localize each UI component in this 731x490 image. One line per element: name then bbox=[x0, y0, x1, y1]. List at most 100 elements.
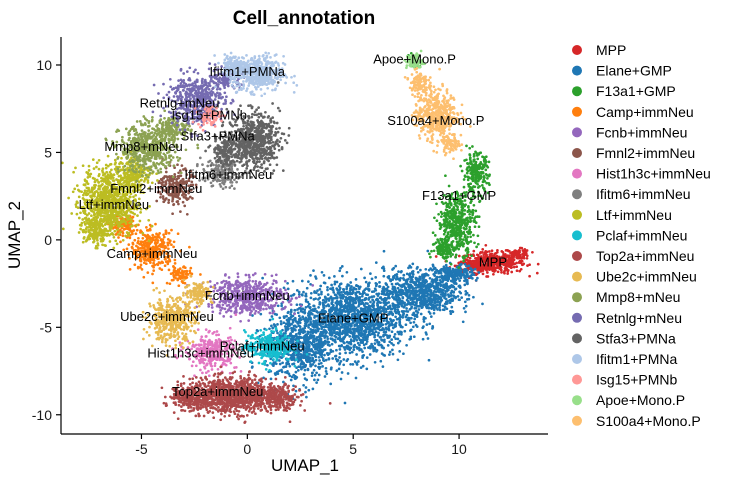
data-point bbox=[363, 297, 367, 301]
data-point bbox=[473, 267, 477, 271]
data-point bbox=[521, 252, 525, 256]
data-point bbox=[430, 249, 433, 253]
data-point bbox=[485, 253, 488, 257]
data-point bbox=[349, 338, 353, 341]
data-point bbox=[399, 293, 403, 297]
data-point bbox=[332, 328, 336, 332]
data-point bbox=[390, 282, 394, 286]
data-point bbox=[418, 275, 422, 279]
data-point bbox=[510, 270, 514, 274]
data-point bbox=[399, 270, 403, 274]
data-point bbox=[454, 253, 458, 257]
data-point bbox=[413, 317, 417, 321]
data-point bbox=[313, 290, 316, 293]
data-point bbox=[181, 274, 185, 278]
data-point bbox=[167, 268, 171, 272]
data-point bbox=[312, 326, 316, 329]
data-point bbox=[366, 302, 369, 305]
data-point bbox=[362, 353, 366, 357]
data-point bbox=[317, 373, 321, 377]
data-point bbox=[451, 222, 454, 225]
data-point bbox=[382, 249, 386, 253]
data-point bbox=[146, 271, 150, 274]
data-point bbox=[477, 255, 480, 259]
data-point bbox=[156, 239, 160, 242]
data-point bbox=[433, 266, 437, 270]
data-point bbox=[394, 315, 397, 319]
data-point bbox=[484, 168, 488, 172]
data-point bbox=[438, 223, 442, 227]
data-point bbox=[484, 155, 488, 159]
data-point bbox=[473, 217, 476, 220]
data-point bbox=[274, 362, 278, 366]
data-point bbox=[259, 312, 263, 316]
data-point bbox=[480, 184, 484, 187]
data-point bbox=[448, 286, 452, 289]
data-point bbox=[514, 250, 518, 254]
data-point bbox=[294, 370, 298, 374]
data-point bbox=[436, 308, 439, 311]
data-point bbox=[338, 352, 342, 355]
data-point bbox=[385, 289, 389, 293]
data-point bbox=[444, 252, 448, 256]
data-point bbox=[524, 251, 528, 255]
data-point bbox=[429, 255, 432, 259]
data-point bbox=[453, 274, 456, 278]
data-point bbox=[458, 279, 462, 282]
data-point bbox=[317, 344, 321, 347]
data-point bbox=[323, 281, 327, 285]
data-point bbox=[432, 291, 435, 295]
data-point bbox=[425, 333, 428, 336]
data-point bbox=[431, 231, 435, 235]
data-point bbox=[298, 357, 301, 361]
data-point bbox=[461, 238, 465, 241]
data-point bbox=[279, 320, 283, 323]
data-point bbox=[298, 332, 302, 336]
data-point bbox=[312, 360, 316, 363]
data-point bbox=[396, 300, 400, 304]
data-point bbox=[437, 212, 440, 216]
data-point bbox=[303, 319, 307, 323]
data-point bbox=[318, 288, 322, 291]
data-point bbox=[411, 286, 414, 290]
data-point bbox=[304, 321, 308, 325]
data-point bbox=[412, 311, 416, 315]
data-point bbox=[467, 241, 471, 244]
data-point bbox=[404, 289, 408, 292]
data-point bbox=[476, 215, 479, 218]
data-point bbox=[343, 401, 347, 405]
data-point bbox=[417, 289, 421, 293]
data-point bbox=[449, 262, 453, 266]
data-point bbox=[442, 218, 446, 222]
data-point bbox=[168, 239, 172, 243]
data-point bbox=[422, 315, 426, 319]
data-point bbox=[290, 375, 294, 379]
data-point bbox=[338, 361, 342, 365]
data-point bbox=[125, 227, 129, 230]
data-point bbox=[445, 277, 448, 280]
data-point bbox=[335, 287, 339, 290]
data-point bbox=[435, 281, 439, 285]
data-point bbox=[344, 351, 347, 355]
data-point bbox=[402, 273, 406, 277]
data-point bbox=[382, 334, 385, 338]
data-point bbox=[420, 306, 424, 310]
data-point bbox=[490, 249, 494, 253]
data-point bbox=[329, 382, 333, 386]
data-point bbox=[351, 363, 355, 366]
data-point bbox=[402, 278, 406, 281]
data-point bbox=[304, 292, 308, 296]
data-point bbox=[266, 363, 269, 367]
data-point bbox=[481, 265, 485, 269]
data-point bbox=[314, 319, 318, 323]
data-point bbox=[378, 328, 382, 332]
data-point bbox=[341, 274, 344, 278]
data-point bbox=[433, 216, 436, 220]
data-point bbox=[338, 269, 342, 273]
data-point bbox=[405, 343, 408, 347]
data-point bbox=[135, 228, 139, 232]
data-point bbox=[305, 324, 308, 328]
data-point bbox=[474, 179, 478, 183]
data-point bbox=[383, 338, 386, 342]
data-point bbox=[457, 254, 461, 258]
